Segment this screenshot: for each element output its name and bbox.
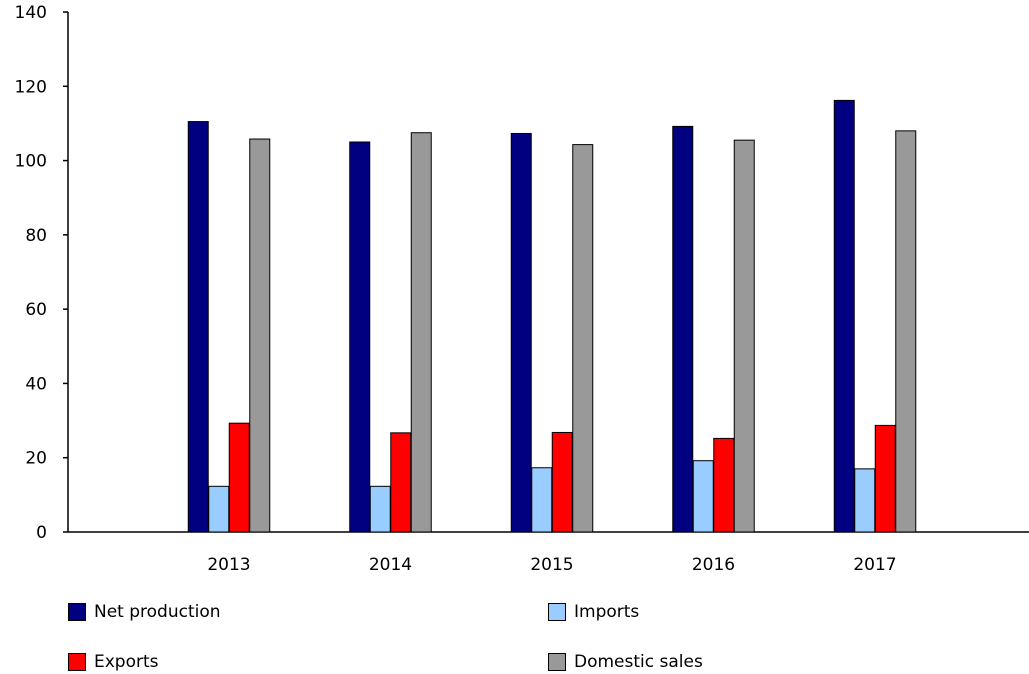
bar-domestic-sales-2013: [249, 138, 271, 533]
bar-exports-2017: [874, 424, 896, 533]
y-tick-label: 120: [15, 77, 47, 97]
bar-domestic-sales-2015: [572, 144, 594, 533]
x-tick-label: 2013: [207, 555, 250, 575]
y-tick-label: 100: [15, 152, 47, 172]
bar-exports-2016: [713, 437, 735, 533]
bar-domestic-sales-2014: [410, 132, 432, 533]
bar-domestic-sales-2016: [733, 139, 755, 533]
bar-net-production-2015: [510, 132, 532, 533]
y-tick-label: 40: [25, 374, 47, 394]
bar-domestic-sales-2017: [895, 130, 917, 533]
bar-imports-2017: [854, 468, 876, 533]
y-tick-label: 60: [25, 300, 47, 320]
bar-imports-2013: [208, 485, 230, 533]
y-tick-label: 20: [25, 449, 47, 469]
bar-net-production-2016: [672, 125, 694, 533]
bar-net-production-2014: [349, 141, 371, 533]
bar-exports-2014: [390, 432, 412, 533]
bar-net-production-2013: [187, 121, 209, 533]
x-tick-label: 2016: [692, 555, 735, 575]
x-tick-label: 2015: [530, 555, 573, 575]
bar-exports-2013: [228, 422, 250, 533]
bar-imports-2015: [531, 467, 553, 533]
y-tick-label: 80: [25, 226, 47, 246]
x-tick-label: 2014: [369, 555, 412, 575]
bar-imports-2014: [369, 485, 391, 533]
y-axis: 0 20 40 60 80 100 120 140: [15, 3, 69, 543]
bar-exports-2015: [551, 431, 573, 533]
bar-net-production-2017: [833, 99, 855, 533]
y-tick-label: 0: [36, 523, 47, 543]
x-axis: 2013 2014 2015 2016 2017: [68, 531, 1029, 575]
x-tick-label: 2017: [853, 555, 896, 575]
bars: [187, 99, 917, 533]
bar-imports-2016: [692, 460, 714, 533]
y-tick-label: 140: [15, 3, 47, 23]
